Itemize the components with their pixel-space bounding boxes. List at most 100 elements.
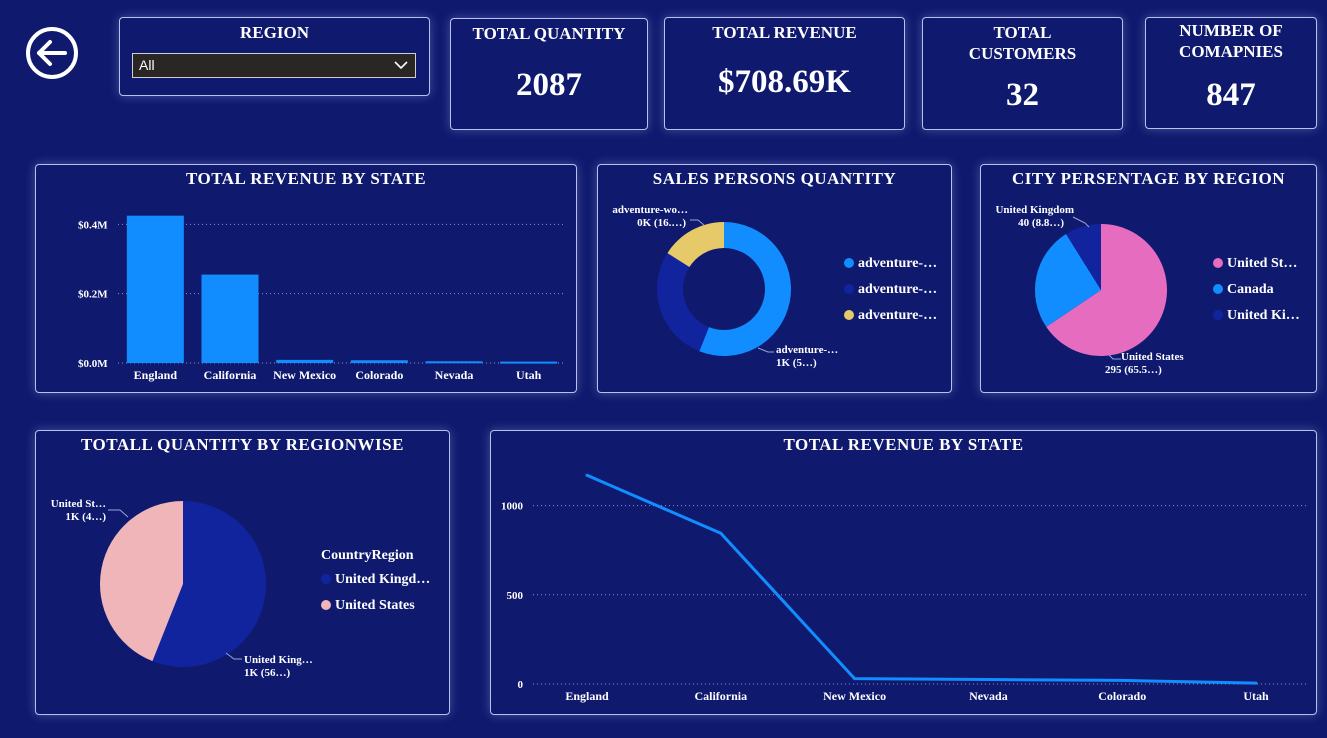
kpi-title: NUMBER OF COMAPNIES bbox=[1179, 21, 1283, 61]
legend-item[interactable]: Canada bbox=[1213, 277, 1300, 303]
legend-dot bbox=[844, 309, 854, 320]
legend-dot bbox=[844, 283, 854, 294]
series-line bbox=[586, 473, 1257, 685]
chart-title: CITY PERSENTAGE BY REGION bbox=[1011, 169, 1286, 188]
kpi-title: TOTAL REVENUE bbox=[712, 23, 857, 42]
pie-slice bbox=[657, 253, 709, 352]
revenue-by-state-line-chart: 0 500 1000 England California New Mexico Nevad… bbox=[501, 473, 1306, 703]
y-tick-label: $0.0M bbox=[78, 358, 108, 370]
kpi-number-of-companies: NUMBER OF COMAPNIES 847 bbox=[1145, 17, 1317, 129]
chart-title: SALES PERSONS QUANTITY bbox=[652, 169, 897, 188]
pie-slice bbox=[1035, 234, 1101, 327]
pie-slice bbox=[100, 501, 183, 662]
legend-item[interactable]: United Ki… bbox=[1213, 303, 1300, 329]
leader-line bbox=[108, 509, 129, 518]
kpi-total-quantity: TOTAL QUANTITY 2087 bbox=[450, 18, 648, 130]
kpi-total-customers: TOTAL CUSTOMERS 32 bbox=[922, 17, 1123, 130]
data-point bbox=[853, 677, 857, 681]
kpi-value: 847 bbox=[1206, 77, 1256, 113]
legend-label: United St… bbox=[1227, 256, 1298, 271]
pie-slice bbox=[152, 501, 266, 667]
data-point bbox=[1254, 681, 1258, 685]
data-label: adventure-wo… bbox=[612, 204, 688, 216]
quantity-by-region-pie-chart: United St…1K (4…) United King…1K (56…) bbox=[51, 498, 313, 679]
x-tick-label: California bbox=[694, 689, 747, 703]
legend-label: adventure-… bbox=[858, 308, 938, 323]
x-tick-label: Nevada bbox=[435, 368, 474, 382]
kpi-value: 2087 bbox=[516, 67, 582, 103]
data-label: 1K (56…) bbox=[244, 667, 290, 679]
y-tick-label: $0.2M bbox=[78, 289, 108, 301]
back-arrow-icon bbox=[26, 27, 78, 79]
x-tick-label: New Mexico bbox=[823, 689, 886, 703]
x-tick-label: Colorado bbox=[1098, 689, 1146, 703]
legend-item[interactable]: adventure-… bbox=[844, 303, 937, 329]
chart-title: TOTAL REVENUE BY STATE bbox=[783, 435, 1024, 454]
sales-persons-quantity-card: SALES PERSONS QUANTITY adventure-wo… 0K (… bbox=[597, 164, 952, 393]
bar bbox=[201, 274, 259, 363]
data-point bbox=[986, 678, 990, 682]
leader-line bbox=[1072, 216, 1090, 228]
legend-dot bbox=[1213, 257, 1223, 268]
legend-label: United States bbox=[335, 598, 415, 613]
quantity-by-region-legend: CountryRegion United Kingd… United State… bbox=[321, 545, 430, 619]
pie-slice bbox=[1066, 224, 1101, 290]
kpi-title: TOTAL QUANTITY bbox=[472, 24, 626, 43]
data-label: 0K (16.…) bbox=[637, 217, 686, 229]
quantity-by-region-card: TOTALL QUANTITY BY REGIONWISE United St…… bbox=[35, 430, 450, 715]
legend-label: adventure-… bbox=[858, 282, 938, 297]
kpi-value: $708.69K bbox=[718, 64, 851, 100]
region-filter-card: REGION All bbox=[119, 17, 430, 96]
data-label: 40 (8.8…) bbox=[1018, 217, 1064, 229]
legend-label: adventure-… bbox=[858, 256, 938, 271]
revenue-by-state-line-card: TOTAL REVENUE BY STATE 0 500 1000 England Ca… bbox=[490, 430, 1317, 715]
kpi-total-revenue: TOTAL REVENUE $708.69K bbox=[664, 17, 905, 130]
legend-label: United Kingd… bbox=[335, 572, 431, 587]
region-dropdown-value: All bbox=[139, 57, 155, 73]
x-tick-label: Colorado bbox=[355, 368, 403, 382]
legend-item[interactable]: adventure-… bbox=[844, 277, 937, 303]
revenue-by-state-bar-chart: $0.0M $0.2M $0.4M England California New Mexi… bbox=[78, 215, 566, 382]
legend-item[interactable]: United Kingd… bbox=[321, 567, 430, 593]
legend-dot bbox=[1213, 309, 1223, 320]
revenue-by-state-bar-card: TOTAL REVENUE BY STATE $0.0M $0.2M $0.4M En… bbox=[35, 164, 577, 393]
data-point bbox=[1120, 678, 1124, 682]
bar bbox=[500, 361, 558, 364]
region-dropdown[interactable]: All bbox=[132, 53, 416, 78]
data-label: United St… bbox=[51, 498, 106, 510]
data-label: United States bbox=[1121, 351, 1184, 363]
sales-persons-donut-chart: adventure-wo…0K (16.…) adventure-…1K (5…) bbox=[612, 204, 838, 369]
y-tick-label: 500 bbox=[507, 590, 524, 602]
data-label: 1K (4…) bbox=[65, 511, 106, 523]
legend-dot bbox=[1213, 283, 1223, 294]
chevron-down-icon bbox=[394, 61, 408, 70]
leader-line bbox=[690, 219, 705, 226]
leader-line bbox=[225, 652, 242, 660]
x-tick-label: Utah bbox=[1243, 689, 1269, 703]
back-button[interactable] bbox=[25, 26, 79, 80]
legend-label: United Ki… bbox=[1227, 308, 1300, 323]
chart-title: TOTALL QUANTITY BY REGIONWISE bbox=[81, 435, 404, 454]
data-label: 295 (65.5…) bbox=[1105, 364, 1162, 376]
city-percentage-card: CITY PERSENTAGE BY REGION United Kingdom… bbox=[980, 164, 1317, 393]
pie-slice bbox=[1046, 224, 1167, 356]
x-tick-label: Utah bbox=[516, 368, 542, 382]
sales-persons-legend: adventure-… adventure-… adventure-… bbox=[844, 251, 937, 329]
data-label: 1K (5…) bbox=[776, 357, 817, 369]
legend-title: CountryRegion bbox=[321, 548, 414, 563]
legend-dot bbox=[321, 599, 331, 610]
x-tick-label: Nevada bbox=[969, 689, 1008, 703]
legend-label: Canada bbox=[1227, 282, 1274, 297]
data-point bbox=[585, 473, 589, 477]
data-point bbox=[719, 531, 723, 535]
bar bbox=[425, 361, 483, 364]
legend-item[interactable]: United St… bbox=[1213, 251, 1300, 277]
x-tick-label: England bbox=[565, 689, 609, 703]
kpi-title: TOTAL CUSTOMERS bbox=[968, 23, 1077, 63]
legend-item[interactable]: adventure-… bbox=[844, 251, 937, 277]
legend-item[interactable]: United States bbox=[321, 593, 430, 619]
legend-dot bbox=[321, 573, 331, 584]
leader-line bbox=[757, 347, 774, 353]
x-tick-label: New Mexico bbox=[273, 368, 336, 382]
